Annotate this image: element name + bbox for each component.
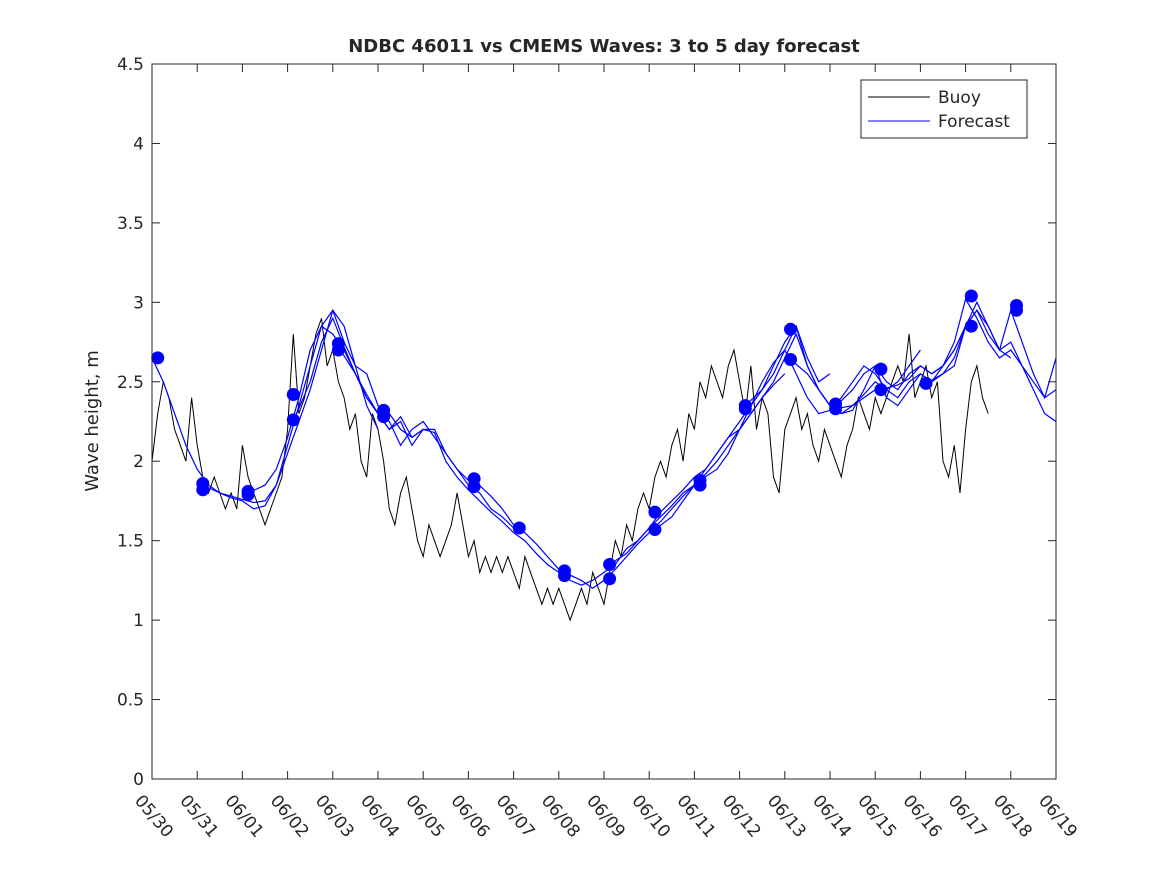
data-layer <box>151 289 1057 622</box>
forecast-marker <box>784 322 797 336</box>
forecast-series-line-14 <box>880 297 1057 399</box>
forecast-marker <box>919 376 933 390</box>
forecast-marker <box>331 343 345 357</box>
plot-area <box>152 64 1056 779</box>
forecast-marker <box>558 569 571 583</box>
y-tick-label: 3.5 <box>117 214 144 234</box>
legend: Buoy Forecast <box>860 79 1028 139</box>
forecast-marker <box>512 521 526 535</box>
forecast-series-line-1 <box>151 308 379 504</box>
forecast-marker <box>829 402 843 416</box>
y-tick-label: 3 <box>133 293 144 313</box>
forecast-marker <box>738 402 752 416</box>
forecast-marker <box>964 319 978 333</box>
y-tick-label: 1.5 <box>117 532 144 552</box>
y-tick-label: 0.5 <box>117 691 144 711</box>
y-axis-label: Wave height, m <box>82 350 103 491</box>
forecast-marker <box>196 483 210 497</box>
buoy-series-line <box>151 318 989 622</box>
y-tick-label: 4.5 <box>117 55 144 75</box>
forecast-marker <box>1010 303 1023 317</box>
forecast-marker <box>603 572 617 586</box>
forecast-marker <box>874 362 888 376</box>
forecast-marker <box>648 523 662 536</box>
forecast-series-line-15 <box>925 308 1057 400</box>
forecast-marker <box>648 505 662 519</box>
forecast-marker <box>286 388 300 401</box>
forecast-marker <box>151 351 165 365</box>
y-tick-label: 1 <box>133 611 144 631</box>
y-tick-label: 0 <box>133 770 144 790</box>
forecast-marker <box>874 383 888 397</box>
forecast-series-line-13 <box>835 309 1057 422</box>
forecast-marker <box>467 480 481 494</box>
legend-buoy-label: Buoy <box>938 88 981 108</box>
legend-forecast-label: Forecast <box>938 112 1010 132</box>
forecast-marker <box>286 413 300 427</box>
y-tick-label: 2.5 <box>117 373 144 393</box>
y-tick-label: 4 <box>133 134 144 154</box>
forecast-marker <box>377 410 391 424</box>
forecast-marker <box>241 488 255 502</box>
forecast-marker <box>693 478 707 492</box>
forecast-marker <box>784 353 797 366</box>
legend-box <box>860 79 1028 139</box>
y-tick-label: 2 <box>133 452 144 472</box>
chart-title: NDBC 46011 vs CMEMS Waves: 3 to 5 day fo… <box>348 36 860 57</box>
forecast-marker <box>964 289 978 303</box>
forecast-marker <box>603 558 617 571</box>
